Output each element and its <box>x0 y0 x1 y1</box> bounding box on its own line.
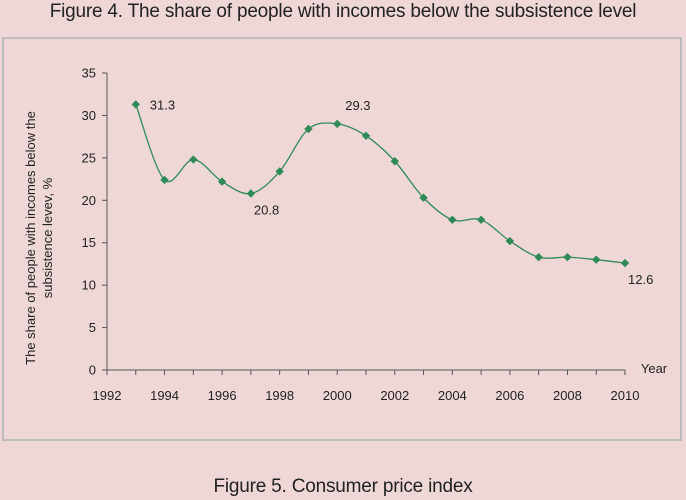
series-line <box>135 104 626 264</box>
x-tick-label: 1994 <box>150 388 179 403</box>
x-tick-label: 1996 <box>208 388 237 403</box>
x-tick-label: 2006 <box>495 388 524 403</box>
data-point-marker <box>390 157 399 166</box>
x-tick-label: 2010 <box>611 388 640 403</box>
data-label: 20.8 <box>254 202 279 217</box>
chart-axes: 0 5 10 15 20 25 30 35 1992 1994 1996 1998 2000 2002 20… <box>82 66 640 404</box>
data-label: 31.3 <box>150 97 175 112</box>
chart-marks <box>131 100 630 268</box>
figure-5-title: Figure 5. Consumer price index <box>213 476 473 497</box>
data-point-marker <box>131 100 140 109</box>
data-point-marker <box>534 252 543 262</box>
chart-labels: Year The share of people with incomes bel… <box>23 97 668 376</box>
y-tick-label: 15 <box>82 235 96 250</box>
data-point-marker <box>246 189 256 198</box>
x-tick-label: 2000 <box>323 388 352 403</box>
data-point-marker <box>217 177 227 186</box>
y-tick-label: 5 <box>89 320 96 335</box>
y-tick-label: 0 <box>89 363 96 378</box>
y-tick-label: 25 <box>82 150 96 165</box>
y-axis-title-line: subsistence levev, % <box>40 177 55 298</box>
x-tick-label: 2004 <box>438 388 467 403</box>
data-point-marker <box>419 193 428 202</box>
data-label: 12.6 <box>628 272 653 287</box>
x-tick-label: 1992 <box>93 388 122 403</box>
data-point-marker <box>304 124 313 134</box>
y-tick-label: 20 <box>82 193 96 208</box>
data-point-marker <box>476 215 486 225</box>
data-point-marker <box>592 255 601 264</box>
x-tick-label: 2002 <box>380 388 409 403</box>
x-axis-title: Year <box>641 361 668 376</box>
data-point-marker <box>361 131 371 140</box>
y-axis-title: The share of people with incomes below t… <box>23 111 55 365</box>
figure-4-title: Figure 4. The share of people with incom… <box>49 1 637 22</box>
data-point-marker <box>620 258 630 268</box>
data-point-marker <box>333 119 342 129</box>
data-point-marker <box>563 252 572 262</box>
line-chart: 0 5 10 15 20 25 30 35 1992 1994 1996 1998 2000 2002 20… <box>23 66 668 404</box>
y-tick-label: 30 <box>82 108 96 123</box>
y-tick-label: 10 <box>82 278 96 293</box>
y-tick-label: 35 <box>82 66 96 81</box>
data-point-marker <box>448 215 457 225</box>
data-label: 29.3 <box>345 98 370 113</box>
data-point-marker <box>275 167 284 176</box>
data-point-marker <box>189 155 198 164</box>
data-point-marker <box>505 236 515 246</box>
chart-frame <box>2 37 682 441</box>
x-tick-label: 2008 <box>553 388 582 403</box>
x-tick-label: 1998 <box>265 388 294 403</box>
y-axis-title-line: The share of people with incomes below t… <box>23 111 38 365</box>
data-point-marker <box>160 175 169 185</box>
